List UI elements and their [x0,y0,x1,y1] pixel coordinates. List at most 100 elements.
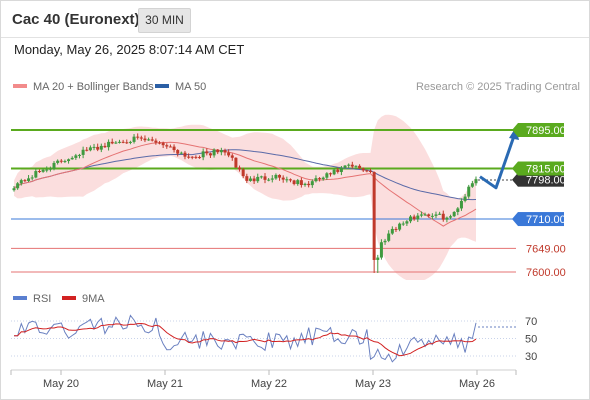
candle-body [16,183,20,189]
bollinger-legend-swatch [13,84,27,88]
candle-body [416,215,420,220]
candle-body [92,146,96,148]
candle-body [183,152,187,157]
rsi-legend-swatch [13,296,27,300]
candle-body [467,186,471,197]
candle-body [52,162,56,169]
price-tag-bg-1 [518,161,564,176]
price-tag-2: 7798.00 [526,175,566,187]
candle-body [96,146,100,150]
candle-body [412,216,416,220]
candle-body [194,156,198,158]
candle-body [219,150,223,153]
price-tag-3: 7710.00 [526,214,566,226]
candle-body [383,240,387,243]
price-tag-bg-0 [518,123,564,137]
candle-body [117,141,121,143]
candle-body [63,161,67,163]
candle-body [423,214,427,216]
period-badge[interactable]: 30 MIN [138,8,191,33]
candle-body [23,180,27,182]
candle-body [121,141,125,143]
candle-body [208,153,212,156]
candle-body [227,152,231,156]
candle-body [37,171,41,173]
candle-body [125,142,129,144]
candle-body [292,180,296,185]
candle-body [187,156,191,158]
ma9-legend-swatch [62,296,76,300]
ma9-legend-label: 9MA [82,293,105,305]
x-axis: May 20 May 21 May 22 May 23 May 26 [10,370,517,390]
candle-body [405,221,409,224]
candle-body [256,176,260,182]
price-tag-5: 7600.00 [526,267,566,279]
candle-body [310,181,314,186]
candle-body [361,168,365,171]
candle-body [263,176,267,180]
price-tag-bg-3 [518,212,564,227]
x-tick-label: May 20 [43,378,79,390]
x-tick-label: May 26 [459,378,495,390]
candle-body [296,180,300,185]
bollinger-legend-label: MA 20 + Bollinger Bands [33,81,154,93]
candle-body [452,211,456,217]
candle-body [81,149,85,155]
timestamp: Monday, May 26, 2025 8:07:14 AM CET [14,42,245,57]
candle-body [110,141,114,144]
candle-body [281,177,285,180]
rsi-ma-line [13,322,477,357]
instrument-title: Cac 40 (Euronext) [12,11,140,28]
candle-body [179,152,183,154]
candle-body [161,142,165,146]
ma50-legend-label: MA 50 [175,81,206,93]
candle-body [347,164,351,166]
price-tags: 7895.00 7798.00 7710.00 7649.00 7600.00 7815.… [512,123,566,279]
candle-body [470,183,474,187]
candle-body [150,139,154,141]
candle-body [449,216,453,218]
candle-body [216,149,220,153]
candle-body [205,151,209,154]
candle-body [88,147,92,151]
ma50-legend-swatch [155,84,169,88]
candle-body [390,228,394,234]
candle-body [154,140,158,143]
candle-body [165,145,169,147]
candle-body [350,164,354,167]
ma50-line [13,149,477,201]
candle-body [401,223,405,225]
candle-body [56,160,60,163]
candle-body [463,196,467,201]
rsi-line [13,314,477,363]
candle-body [223,150,227,153]
candle-body [288,179,292,181]
rsi-legend-label: RSI [33,293,51,305]
candle-body [27,178,31,181]
candle-body [372,172,376,260]
candle-body [245,176,249,181]
bollinger-band [14,114,476,280]
candle-body [190,156,194,158]
candle-body [318,178,322,180]
candle-body [234,157,238,168]
candle-body [358,165,362,169]
price-tag-pointer-3 [512,212,518,227]
candle-body [19,180,23,184]
price-tag-pointer-2 [512,172,518,187]
price-tag-pointer-1 [512,161,518,176]
rsi-level-70: 70 [525,316,537,328]
candle-body [74,155,78,158]
candle-body [267,179,271,181]
candle-body [198,157,202,159]
rsi-level-50: 50 [525,334,537,346]
candle-body [168,146,172,148]
candle-body [158,142,162,144]
candle-body [241,169,245,177]
candle-body [34,171,38,178]
candle-body [136,136,140,138]
price-levels [11,129,516,273]
candle-body [114,142,118,144]
candle-body [45,169,49,171]
rsi-level-30: 30 [525,351,537,363]
